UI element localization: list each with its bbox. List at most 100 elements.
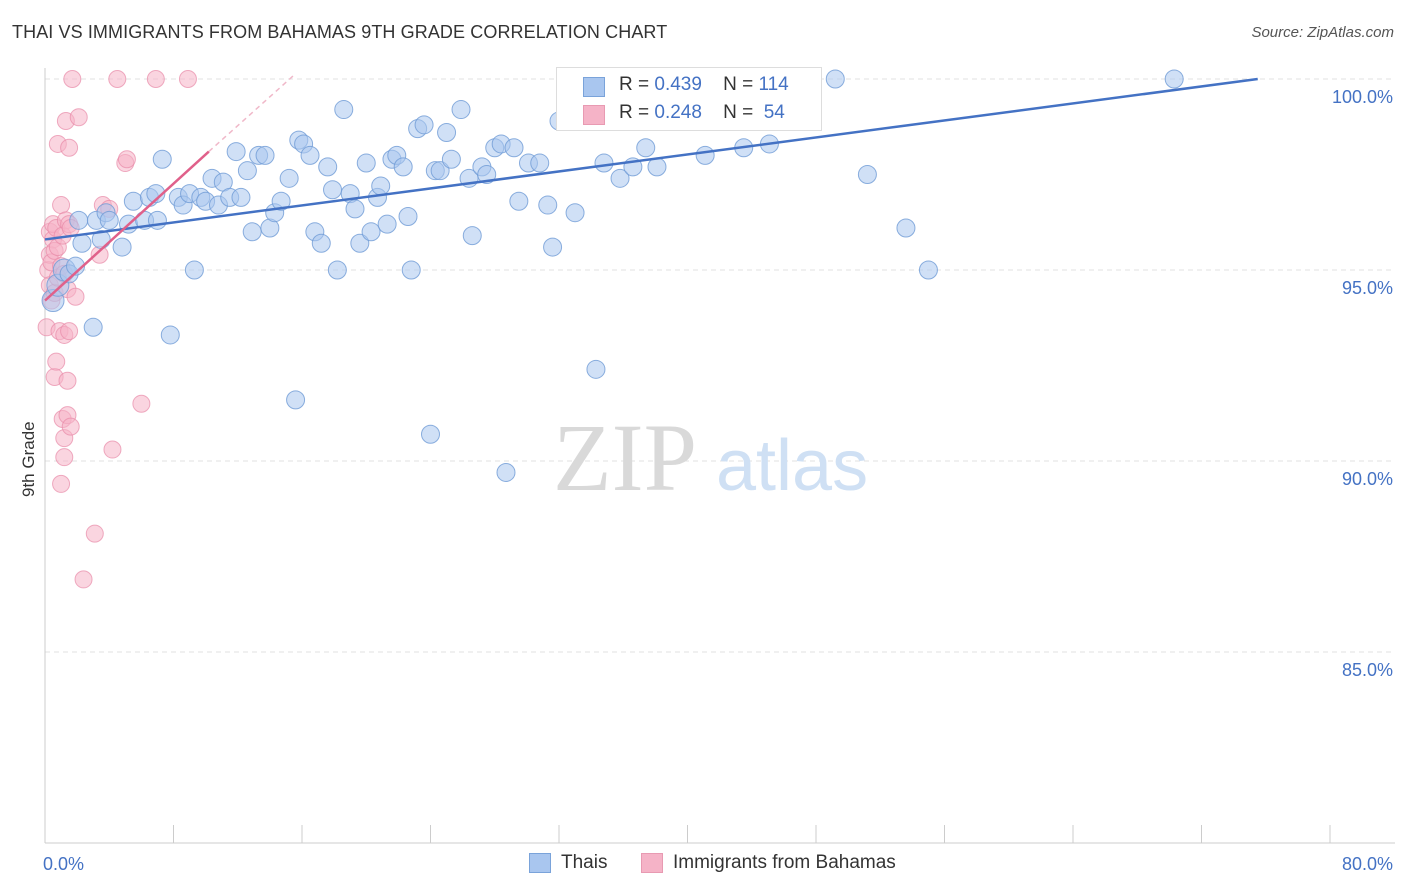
- bahamas-point: [47, 352, 66, 371]
- thais-legend-swatch: [529, 853, 551, 873]
- bahamas-point: [85, 524, 104, 543]
- legend-n-value: 114: [758, 74, 789, 95]
- tick-labels: 100.0% 95.0% 90.0% 85.0% 0.0% 80.0%: [43, 87, 1393, 874]
- bahamas-point: [69, 108, 88, 127]
- bahamas-point: [58, 371, 77, 390]
- thais-point: [636, 138, 656, 158]
- thais-point: [160, 325, 180, 345]
- thais-point: [462, 226, 482, 246]
- thais-point: [695, 145, 715, 165]
- thais-point: [393, 157, 413, 177]
- bahamas-point: [74, 570, 93, 589]
- thais-point: [441, 149, 461, 169]
- thais-point: [350, 233, 370, 253]
- thais-point: [237, 161, 257, 181]
- thais-point: [565, 203, 585, 223]
- thais-point: [271, 191, 291, 211]
- thais-point: [279, 168, 299, 188]
- legend-n-label: N =: [723, 102, 754, 123]
- thais-point: [286, 390, 306, 410]
- axes: [44, 68, 1395, 844]
- bahamas-point: [52, 474, 71, 493]
- legend-r-value: 0.248: [654, 102, 702, 123]
- thais-point: [311, 233, 331, 253]
- y-tick-label: 90.0%: [1342, 469, 1393, 489]
- thais-point: [345, 199, 365, 219]
- bahamas-points: [37, 70, 197, 589]
- x-tick-label: 80.0%: [1342, 854, 1393, 874]
- thais-point: [530, 153, 550, 173]
- thais-point: [327, 260, 347, 280]
- thais-point: [99, 210, 119, 230]
- bahamas-point: [66, 287, 85, 306]
- bahamas-point: [108, 70, 127, 88]
- legend-n-label: N =: [723, 74, 754, 95]
- thais-point: [152, 149, 172, 169]
- bahamas-point: [60, 322, 79, 341]
- thais-point: [231, 187, 251, 207]
- thais-point: [496, 462, 516, 482]
- thais-swatch: [583, 77, 605, 97]
- stats-legend: R = 0.439 N = 114 R = 0.248 N = 54: [556, 67, 822, 131]
- thais-point: [1164, 69, 1184, 89]
- thais-point: [361, 222, 381, 242]
- trend-lines: [44, 74, 1258, 302]
- bahamas-legend-label: Immigrants from Bahamas: [673, 852, 896, 873]
- thais-legend-label: Thais: [561, 852, 608, 873]
- bahamas-point: [63, 70, 82, 88]
- x-tick-label: 0.0%: [43, 854, 84, 874]
- thais-point: [371, 176, 391, 196]
- legend-r-label: R =: [619, 74, 650, 95]
- thais-point: [918, 260, 938, 280]
- thais-point: [594, 153, 614, 173]
- thais-point: [83, 317, 103, 337]
- thais-point: [586, 359, 606, 379]
- bahamas-point: [178, 70, 197, 88]
- thais-point: [334, 100, 354, 120]
- thais-point: [72, 233, 92, 253]
- thais-point: [300, 145, 320, 165]
- thais-point: [857, 165, 877, 184]
- y-tick-label: 95.0%: [1342, 278, 1393, 298]
- thais-point: [356, 153, 376, 173]
- bahamas-point: [117, 150, 136, 169]
- thais-point: [896, 218, 916, 238]
- thais-point: [123, 191, 143, 211]
- thais-point: [430, 161, 450, 181]
- thais-point: [451, 100, 471, 120]
- thais-point: [318, 157, 338, 177]
- thais-point: [610, 168, 630, 188]
- thais-point: [825, 69, 845, 89]
- watermark-atlas: atlas: [716, 426, 868, 506]
- thais-point: [421, 424, 440, 444]
- bahamas-point: [132, 394, 151, 413]
- bahamas-trend-extension: [208, 74, 295, 153]
- watermark-zip: ZIP: [553, 404, 697, 511]
- thais-point: [146, 184, 166, 204]
- bahamas-point: [52, 196, 71, 215]
- thais-point: [226, 142, 246, 162]
- bahamas-point: [60, 138, 79, 157]
- thais-point: [255, 145, 275, 165]
- bahamas-legend-swatch: [641, 853, 663, 873]
- thais-point: [242, 222, 262, 242]
- thais-point: [538, 195, 558, 215]
- watermark: ZIP atlas: [553, 404, 868, 511]
- source-label: Source: ZipAtlas.com: [1251, 24, 1394, 41]
- y-tick-label: 85.0%: [1342, 660, 1393, 680]
- thais-point: [323, 180, 343, 200]
- thais-point: [477, 165, 497, 184]
- legend-n-value: 54: [758, 102, 785, 123]
- thais-point: [504, 138, 524, 158]
- bahamas-swatch: [583, 105, 605, 125]
- thais-point: [543, 237, 563, 257]
- thais-trend-line: [44, 77, 1258, 241]
- chart-title: THAI VS IMMIGRANTS FROM BAHAMAS 9TH GRAD…: [12, 22, 668, 42]
- thais-point: [401, 260, 421, 280]
- bahamas-point: [55, 448, 74, 467]
- thais-point: [112, 237, 132, 257]
- legend-r-label: R =: [619, 102, 650, 123]
- thais-point: [69, 210, 89, 230]
- thais-point: [184, 260, 204, 280]
